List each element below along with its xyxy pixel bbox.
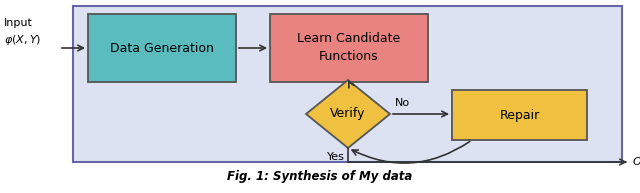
Text: Output $\boldsymbol{f}$: Output $\boldsymbol{f}$ bbox=[632, 155, 640, 169]
Text: Repair: Repair bbox=[499, 108, 540, 122]
FancyBboxPatch shape bbox=[270, 14, 428, 82]
Text: Verify: Verify bbox=[330, 108, 365, 120]
FancyBboxPatch shape bbox=[73, 6, 622, 162]
Text: Yes: Yes bbox=[327, 152, 345, 162]
Text: Data Generation: Data Generation bbox=[110, 41, 214, 54]
Text: Learn Candidate
Functions: Learn Candidate Functions bbox=[298, 32, 401, 63]
Polygon shape bbox=[306, 80, 390, 148]
FancyBboxPatch shape bbox=[88, 14, 236, 82]
Text: Fig. 1: Synthesis of My data: Fig. 1: Synthesis of My data bbox=[227, 170, 413, 183]
FancyBboxPatch shape bbox=[452, 90, 587, 140]
Text: Input
$\varphi(X,Y)$: Input $\varphi(X,Y)$ bbox=[4, 18, 41, 47]
Text: No: No bbox=[395, 98, 410, 108]
